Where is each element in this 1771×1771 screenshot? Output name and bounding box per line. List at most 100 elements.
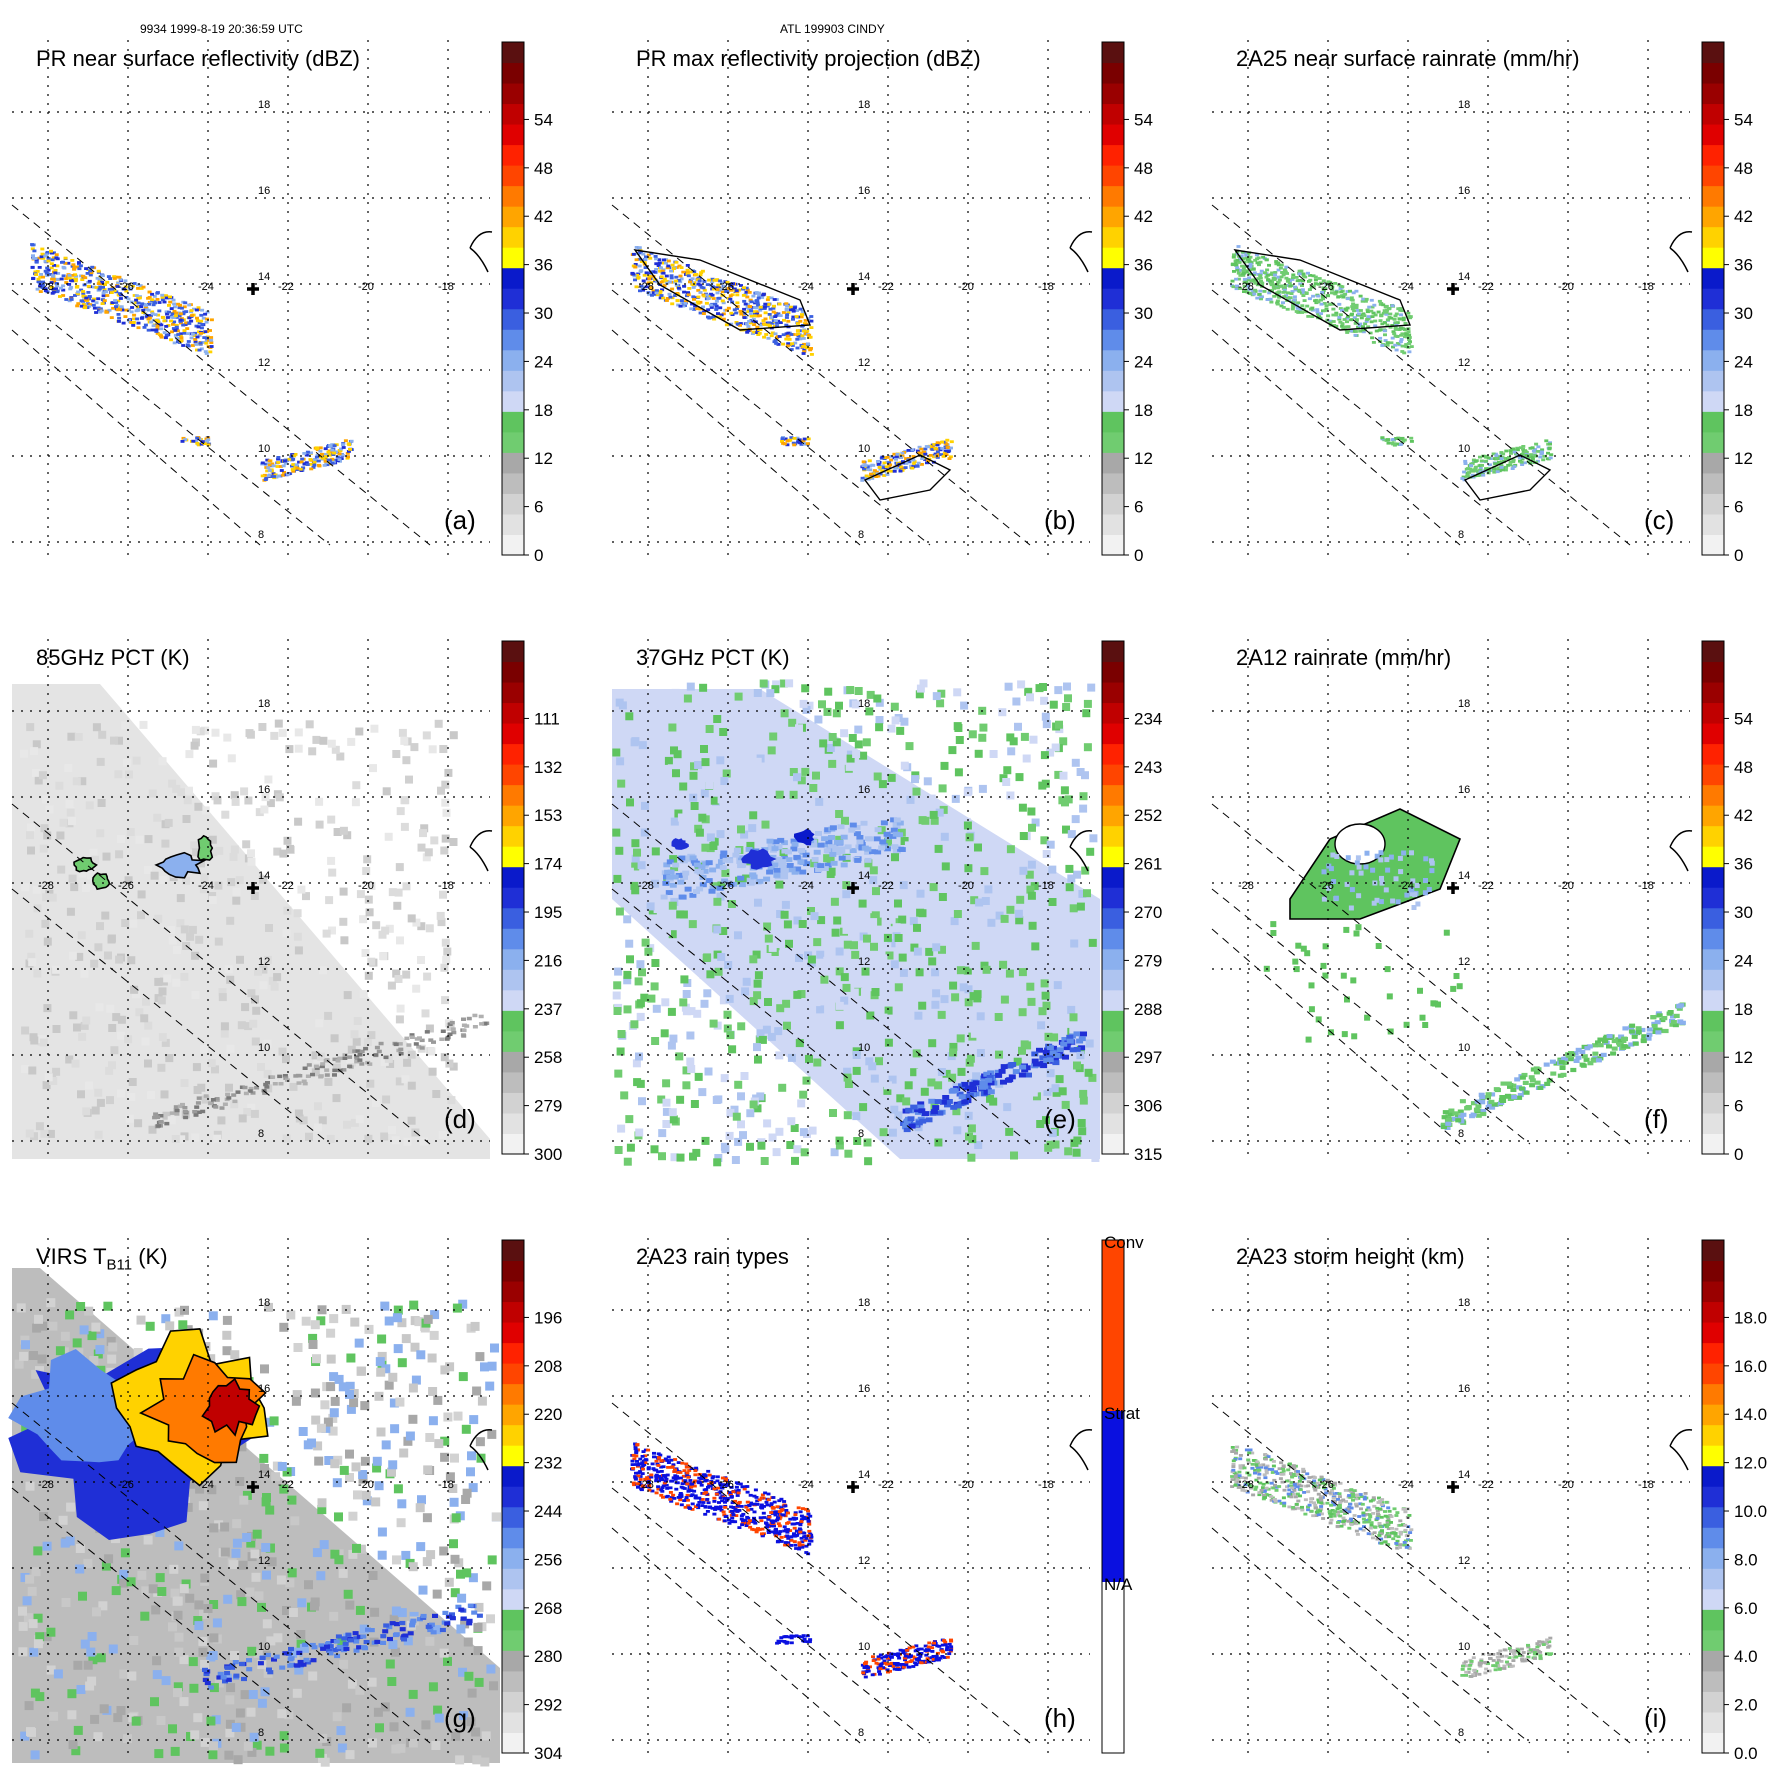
rain-cell <box>1321 297 1326 301</box>
rain-cell <box>659 280 664 284</box>
rain-cell <box>67 283 72 286</box>
lat-label: 14 <box>1458 271 1470 283</box>
pct85-band <box>296 1081 302 1085</box>
rain-cell <box>744 322 749 326</box>
pct85-texture <box>201 1095 210 1104</box>
rain-cell <box>41 275 45 279</box>
pct85-texture <box>218 993 227 1002</box>
rain-cell <box>316 459 321 463</box>
rain2a12-band <box>1654 1020 1661 1025</box>
pct85-texture <box>77 931 86 940</box>
rain-cell <box>742 286 746 290</box>
pct37-texture <box>969 960 978 969</box>
pct85-texture <box>226 975 235 984</box>
rain-cell <box>894 455 899 459</box>
lat-label: 12 <box>258 357 270 369</box>
pct37-band <box>666 859 674 865</box>
rain-cell <box>714 286 719 290</box>
rain2a12-texture <box>1326 885 1332 891</box>
rain-cell <box>781 311 786 314</box>
pct85-texture <box>150 871 159 880</box>
rain-cell <box>1258 296 1263 300</box>
pct85-band <box>354 1059 360 1064</box>
rain-cell <box>771 306 776 310</box>
rain-cell <box>1298 307 1303 311</box>
pct37-texture <box>1048 898 1057 906</box>
direction-glyph <box>1069 830 1093 872</box>
pct37-texture <box>793 990 802 999</box>
pct37-texture <box>894 899 902 908</box>
pct37-texture <box>964 864 973 873</box>
pct37-band <box>781 848 789 854</box>
pct37-texture <box>768 989 777 998</box>
rain-cell <box>742 299 747 303</box>
rain-cell <box>1549 453 1554 457</box>
rain-cell <box>654 268 659 271</box>
pct37-texture <box>783 1021 791 1030</box>
rain-cell <box>1346 315 1350 318</box>
rain2a12-texture <box>1344 881 1350 887</box>
rain-cell <box>179 321 183 325</box>
pct85-band <box>347 1064 353 1069</box>
pct37-texture <box>636 1012 645 1021</box>
storm-center-marker <box>247 882 259 894</box>
pct37-texture <box>769 885 778 894</box>
rain-cell <box>98 310 103 314</box>
pct85-band <box>158 1114 164 1118</box>
rain-cell <box>692 281 697 285</box>
pct85-texture <box>249 1019 258 1028</box>
rain-cell <box>766 323 771 327</box>
pct85-band <box>428 1038 434 1042</box>
pct37-texture <box>877 826 886 835</box>
pct85-band <box>376 1049 382 1054</box>
lon-label: -24 <box>798 880 814 892</box>
rain-cell <box>139 305 144 308</box>
pct85-texture <box>176 919 185 928</box>
rain-cell <box>1302 299 1307 302</box>
pct37-texture <box>879 1128 888 1137</box>
pct37-texture <box>919 679 928 688</box>
colorbar-segment <box>502 784 524 806</box>
rain-cell <box>1409 345 1414 348</box>
pct37-texture <box>640 993 649 1002</box>
pct37-band <box>1031 1051 1039 1057</box>
rain-cell <box>691 295 696 299</box>
pct85-texture <box>428 1067 437 1076</box>
rain-cell <box>874 470 879 474</box>
pct37-texture <box>704 1067 713 1076</box>
colorbar-segment <box>1102 472 1124 494</box>
rain-cell <box>796 322 800 325</box>
rain-cell <box>1365 318 1370 321</box>
colorbar-tick: 42 <box>1134 207 1153 226</box>
pct37-texture <box>673 750 682 759</box>
colorbar-tick: 300 <box>534 1145 562 1164</box>
pct37-texture <box>830 845 839 854</box>
rain-cell <box>808 348 813 352</box>
colorbar-segment <box>1102 948 1124 970</box>
pct85-texture <box>107 935 116 944</box>
rain-cell <box>1285 272 1289 275</box>
rain-cell <box>633 263 638 266</box>
rain-cell <box>744 286 749 290</box>
pct37-texture <box>887 724 896 733</box>
pct37-band <box>1066 1038 1074 1044</box>
pct37-texture <box>1013 1057 1022 1066</box>
pct37-band <box>797 859 805 865</box>
rain-cell <box>796 332 800 336</box>
pct37-texture <box>613 874 622 883</box>
pct37-band <box>824 827 832 833</box>
rain-cell <box>152 300 157 304</box>
rain-cell <box>860 476 865 480</box>
pct37-band <box>821 836 829 842</box>
rain-cell <box>147 290 152 294</box>
rain-cell <box>41 257 46 260</box>
rain-cell <box>771 319 776 323</box>
pct37-texture <box>669 1034 678 1043</box>
pct37-texture <box>865 1057 874 1066</box>
pct37-band <box>883 846 891 852</box>
rain-cell <box>112 277 117 280</box>
pct37-texture <box>854 725 863 734</box>
rain-cell <box>885 473 890 476</box>
rain-cell <box>1239 254 1244 258</box>
pct85-band <box>383 1055 389 1060</box>
